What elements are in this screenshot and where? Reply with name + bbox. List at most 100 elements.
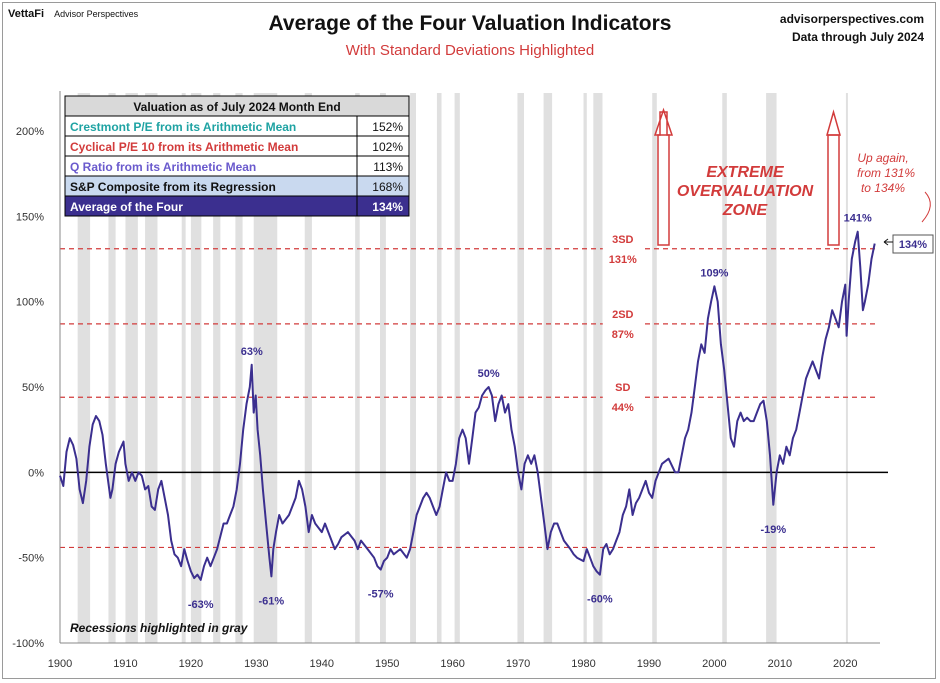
x-tick-label-8: 1980 <box>571 658 595 670</box>
recession-band-1 <box>108 93 116 643</box>
recession-band-22 <box>845 93 848 643</box>
up-again-line2: from 131% <box>857 166 915 180</box>
y-tick-label-5: -50% <box>18 553 44 565</box>
recession-band-21 <box>766 93 777 643</box>
source-block: advisorperspectives.com Data through Jul… <box>780 10 924 46</box>
sd-label-name-2: SD <box>615 382 630 394</box>
x-tick-label-1: 1910 <box>113 658 137 670</box>
table-row-value-3: 168% <box>372 180 403 194</box>
up-again-line1: Up again, <box>857 151 908 165</box>
recession-band-5 <box>190 93 202 643</box>
recession-band-2 <box>125 93 138 643</box>
current-value-text: 134% <box>899 239 927 251</box>
x-tick-label-6: 1960 <box>440 658 464 670</box>
table-row-value-2: 113% <box>373 160 403 174</box>
chart-subtitle: With Standard Deviations Highlighted <box>345 42 595 59</box>
table-row-value-4: 134% <box>372 200 403 214</box>
current-value-box <box>892 234 934 254</box>
up-again-bracket <box>921 191 931 223</box>
x-tick-label-7: 1970 <box>506 658 530 670</box>
x-tick-label-2: 1920 <box>179 658 203 670</box>
series-line-0 <box>59 230 876 581</box>
x-tick-label-0: 1900 <box>48 658 72 670</box>
table-row-value-bg-4 <box>356 195 410 217</box>
data-label-0: 63% <box>241 346 263 358</box>
y-tick-label-3: 50% <box>22 382 44 394</box>
zone-line3: ZONE <box>722 202 769 219</box>
recession-band-7 <box>235 93 243 643</box>
data-label-6: 109% <box>700 267 728 279</box>
y-tick-label-0: 200% <box>16 126 44 138</box>
source-date: Data through July 2024 <box>791 30 924 44</box>
data-label-1: -63% <box>188 599 214 611</box>
table-row-value-0: 152% <box>372 120 403 134</box>
sd-lines: 3SD 131% 2SD 87% SD 44% <box>60 227 878 549</box>
recession-band-6 <box>213 93 221 643</box>
x-tick-label-10: 2000 <box>702 658 726 670</box>
table-row-value-1: 102% <box>372 140 403 154</box>
recessions-note: Recessions highlighted in gray <box>70 621 249 635</box>
sd-label-bg-1 <box>602 302 643 343</box>
data-label-3: -57% <box>368 589 394 601</box>
sd-label-name-0: 3SD <box>612 234 633 246</box>
recession-band-13 <box>436 93 442 643</box>
x-tick-label-3: 1930 <box>244 658 268 670</box>
recession-band-4 <box>181 93 186 643</box>
table-header: Valuation as of July 2024 Month End <box>133 100 340 114</box>
current-value-arrowhead <box>883 238 889 246</box>
brand-sub: Advisor Perspectives <box>54 9 139 19</box>
up-arrow-right-shaft <box>827 134 840 246</box>
up-arrow-left-shaft <box>657 134 670 246</box>
x-tick-label-9: 1990 <box>637 658 661 670</box>
up-arrow-right-head <box>826 109 841 136</box>
recession-band-10 <box>355 93 360 643</box>
extreme-zone: EXTREME OVERVALUATION ZONE <box>653 107 841 246</box>
recession-band-18 <box>593 93 603 643</box>
source-site: advisorperspectives.com <box>779 12 924 26</box>
data-label-4: 50% <box>478 368 500 380</box>
data-label-2: -61% <box>259 595 285 607</box>
sd-label-value-1: 87% <box>612 329 634 341</box>
sd-label-bg-2 <box>602 376 643 417</box>
recession-band-0 <box>77 93 91 643</box>
recession-bands <box>77 93 848 643</box>
recession-band-11 <box>380 93 386 643</box>
zone-line1: EXTREME <box>706 164 785 181</box>
table-row-label-1: Cyclical P/E 10 from its Arithmetic Mean <box>70 140 298 154</box>
recession-band-14 <box>454 93 460 643</box>
recession-band-15 <box>517 93 524 643</box>
axes: 200% 150% 100% 50% 0% -50% -100% 1900 1910 1920 19… <box>12 91 888 670</box>
brand-name: VettaFi <box>8 8 45 20</box>
sd-label-value-2: 44% <box>612 402 634 414</box>
recession-band-3 <box>145 93 158 643</box>
recession-band-12 <box>410 93 416 643</box>
data-labels: 63% -63% -61% -57% 50% -60% 109% -19% 141% <box>188 213 872 611</box>
y-tick-label-6: -100% <box>12 638 44 650</box>
data-label-7: -19% <box>760 524 786 536</box>
recession-band-19 <box>652 93 657 643</box>
table-row-label-2: Q Ratio from its Arithmetic Mean <box>70 160 256 174</box>
data-label-8: 141% <box>844 213 872 225</box>
zone-line2: OVERVALUATION <box>677 183 814 200</box>
table-row-label-0: Crestmont P/E from its Arithmetic Mean <box>70 120 296 134</box>
brand-logo: VettaFi Advisor Perspectives <box>8 8 138 20</box>
valuation-table: Valuation as of July 2024 Month End Cres… <box>64 95 410 217</box>
up-again-note: Up again, from 131% to 134% <box>857 151 931 223</box>
chart-title: Average of the Four Valuation Indicators <box>268 12 672 35</box>
recession-band-8 <box>253 93 278 643</box>
table-row-label-4: Average of the Four <box>70 200 183 214</box>
y-tick-label-1: 150% <box>16 211 44 223</box>
sd-label-name-1: 2SD <box>612 309 633 321</box>
recession-band-16 <box>543 93 553 643</box>
up-again-line3: to 134% <box>861 181 905 195</box>
x-tick-label-12: 2020 <box>833 658 857 670</box>
up-arrow-left-head <box>653 107 674 136</box>
current-value-callout: 134% <box>883 234 934 254</box>
x-tick-label-4: 1940 <box>310 658 334 670</box>
table-row-label-3: S&P Composite from its Regression <box>70 180 276 194</box>
y-tick-label-2: 100% <box>16 297 44 309</box>
sd-label-value-0: 131% <box>609 254 637 266</box>
series-line <box>59 230 876 581</box>
